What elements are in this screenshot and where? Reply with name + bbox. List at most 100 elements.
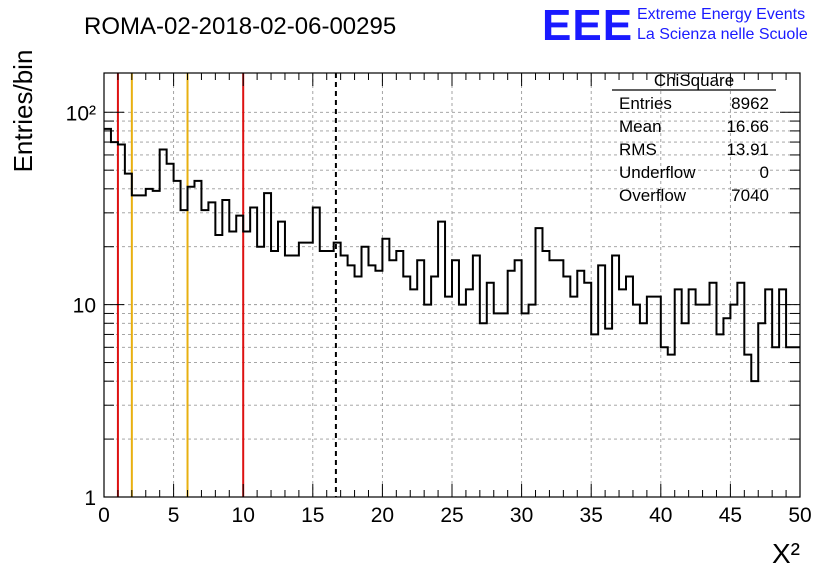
logo-line-2: La Scienza nelle Scuole [637,26,808,43]
eee-logo: EEE Extreme Energy Events La Scienza nel… [542,1,808,50]
histogram-bin [772,347,779,497]
histogram-bin [598,265,605,497]
histogram-bin [466,289,473,497]
vertical-markers [116,73,337,497]
histogram-bin [174,181,181,497]
x-tick-label: 20 [371,504,394,527]
histogram-bin [375,271,382,497]
histogram-bin [696,305,703,497]
histogram-bin [584,283,591,497]
histogram-bin [556,260,563,497]
histogram-bin [654,297,661,497]
histogram-bin [355,277,362,497]
x-tick-label: 15 [301,504,324,527]
histogram-bin [452,260,459,497]
histogram-bin [473,256,480,497]
histogram-bin [139,195,146,497]
histogram-bin [675,289,682,497]
histogram-bin [341,256,348,497]
histogram-bin [153,191,160,497]
stats-value: 7040 [731,186,769,205]
histogram-bin [334,243,341,497]
stats-label: Mean [619,117,662,136]
stats-box: ChiSquare Entries 8962 Mean 16.66 RMS 13.91 Un… [612,71,776,205]
histogram-bin [222,200,229,497]
stats-title: ChiSquare [654,71,734,90]
histogram-bin [327,251,334,497]
histogram-bin [125,174,132,497]
histogram-bin [536,228,543,497]
histogram-bin [570,297,577,497]
x-tick-label: 45 [719,504,742,527]
histogram-bin [723,318,730,497]
histogram-bin [188,187,195,497]
histogram-bin [563,277,570,497]
histogram-bin [181,210,188,497]
histogram-bin [682,323,689,497]
chart-title: ROMA-02-2018-02-06-00295 [84,13,396,40]
histogram-bin [529,305,536,497]
histogram-bin [744,355,751,497]
histogram-bin [368,265,375,497]
histogram-bin [549,260,556,497]
histogram-bin [236,216,243,497]
histogram-bin [633,305,640,497]
logo-line-1: Extreme Energy Events [637,6,805,23]
stats-label: Overflow [619,186,687,205]
histogram-bin [215,235,222,497]
histogram-bin [494,313,501,497]
histogram-bin [396,251,403,497]
histogram-bin [501,313,508,497]
eee-logo-text: EEE [542,1,633,50]
stats-rows: Entries 8962 Mean 16.66 RMS 13.91 Underflow 0 Ov… [619,94,769,205]
histogram-bin [591,334,598,497]
histogram-bin [786,347,793,497]
histogram-bin [779,289,786,497]
histogram-bin [703,305,710,497]
histogram-bin [146,189,153,497]
histogram-bin [689,289,696,497]
x-tick-label: 10 [232,504,255,527]
histogram-bin [362,247,369,497]
histogram-bin [710,283,717,497]
histogram-bin [382,239,389,497]
stats-label: Underflow [619,163,696,182]
histogram-bin [285,256,292,497]
y-tick-label: 10 [73,295,96,318]
histogram-bin [132,195,139,497]
histogram-bin [445,297,452,497]
histogram-bin [619,289,626,497]
histogram-bin [292,256,299,497]
histogram-bin [424,305,431,497]
x-axis-label: X² [772,538,800,569]
histogram-bin [278,222,285,497]
histogram-bin [264,193,271,497]
histogram-bin [793,347,800,497]
x-tick-label: 5 [168,504,180,527]
histogram-bin [201,210,208,497]
histogram-bin [480,323,487,497]
histogram-bin [229,231,236,497]
x-tick-label: 30 [510,504,533,527]
stats-label: Entries [619,94,672,113]
x-tick-label: 0 [98,504,110,527]
histogram-bin [661,347,668,497]
histogram-bin [410,289,417,497]
histogram-bin [271,251,278,497]
histogram-series [104,127,800,497]
histogram-bin [417,260,424,497]
histogram-bin [104,129,111,497]
stats-value: 0 [760,163,769,182]
histogram-bin [577,271,584,497]
histogram-bin [459,305,466,497]
histogram-bin [640,323,647,497]
histogram-bin [208,202,215,497]
stats-value: 16.66 [726,117,769,136]
y-tick-label: 1 [84,487,96,510]
histogram-bin [626,277,633,497]
histogram-bin [716,334,723,497]
y-tick-label: 10² [66,102,96,125]
stats-value: 13.91 [726,140,769,159]
